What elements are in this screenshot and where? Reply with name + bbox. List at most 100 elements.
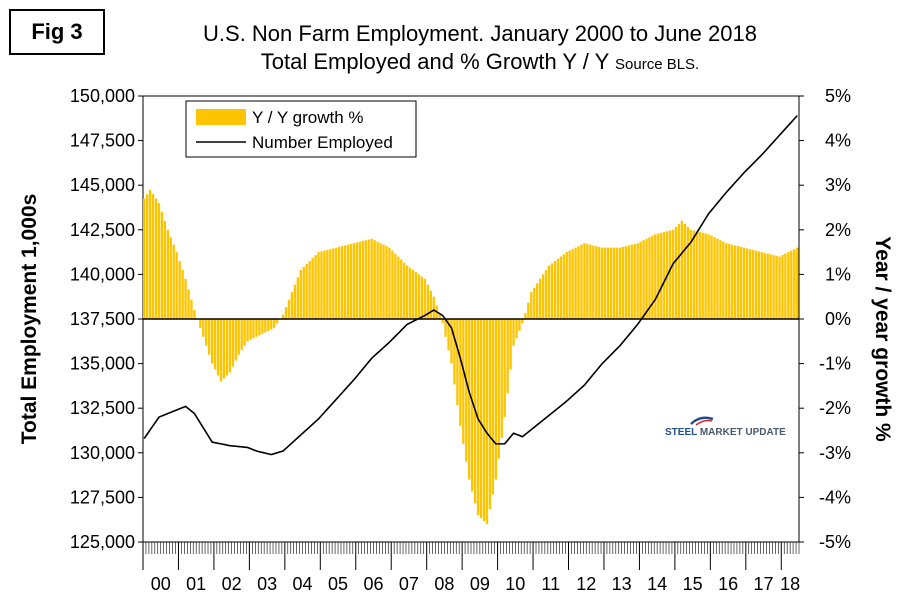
right-tick-label: -3% [819,443,851,463]
growth-bar [488,319,492,510]
growth-bar [281,314,285,319]
logo-word-market-update: MARKET UPDATE [699,427,786,438]
left-tick-label: 135,000 [70,354,135,374]
growth-bar [547,265,551,319]
growth-bar [781,255,784,319]
growth-bar [193,310,196,319]
growth-bar [429,290,432,319]
growth-bar [332,248,335,319]
growth-bar [627,245,630,319]
growth-bar [500,319,503,438]
growth-bar [314,255,317,319]
growth-bar [677,223,681,319]
growth-bar [713,237,716,319]
growth-bar [237,319,240,355]
growth-bar [736,246,740,319]
growth-bar [349,243,353,319]
growth-bar [228,319,232,373]
growth-bar [784,253,787,319]
growth-bar [742,247,746,319]
growth-bar [305,263,308,319]
right-tick-label: 0% [825,309,851,329]
growth-bar [317,252,320,319]
right-tick-label: -4% [819,487,851,507]
growth-bar [512,319,515,346]
growth-bar [175,252,178,319]
growth-bar [205,319,208,346]
growth-bar [589,244,592,319]
x-tick-label: 13 [612,574,632,594]
growth-bar [465,319,468,462]
growth-bar [651,235,654,319]
growth-bar [172,244,175,319]
growth-bar [524,313,527,319]
growth-bar [695,231,698,319]
x-tick-label: 14 [647,574,667,594]
growth-bar [231,319,235,367]
growth-bar [568,250,571,319]
right-axis: -5% -4% -3% -2% -1% 0% 1% 2% 3% 4% 5% [799,86,851,552]
growth-bar [603,247,607,319]
growth-bar [199,319,202,328]
growth-bar [323,250,326,319]
growth-bar [414,272,418,319]
growth-bar [471,319,474,492]
growth-bar [459,319,462,427]
growth-bar [766,253,769,319]
growth-bar [432,296,435,319]
growth-bar [462,319,465,444]
growth-bar [642,240,645,319]
growth-bar [394,253,397,319]
x-tick-label: 00 [151,574,171,594]
growth-bar [450,319,453,364]
growth-bar [763,252,766,319]
left-tick-label: 140,000 [70,264,135,284]
growth-bar [609,247,613,319]
growth-bar [252,319,255,339]
growth-bar [787,252,790,319]
growth-bar [689,229,693,319]
growth-bar [270,319,273,330]
growth-bar [376,241,379,319]
left-tick-label: 137,500 [70,309,135,329]
growth-bar [739,246,743,319]
growth-bar [468,319,471,480]
growth-bar [249,319,252,340]
growth-bar [388,247,391,319]
growth-bar [491,319,495,495]
growth-bar [145,194,149,319]
growth-bar [258,319,261,336]
growth-bar [515,319,518,339]
growth-bar [320,251,323,319]
logo-swoosh-icon [690,416,714,426]
right-tick-label: 5% [825,86,851,106]
growth-bar [577,246,580,319]
growth-bar [456,319,459,406]
growth-bars [143,189,799,525]
growth-bar [633,243,636,319]
legend-swatch-growth [196,109,246,125]
growth-bar [533,287,536,319]
x-tick-label: 04 [293,574,313,594]
growth-bar [163,220,167,319]
growth-bar [290,292,294,319]
growth-bar [287,299,291,319]
x-tick-label: 03 [257,574,277,594]
growth-bar [716,238,719,319]
growth-bar [373,240,376,319]
left-tick-label: 132,500 [70,398,135,418]
chart-subtitle: Total Employed and % Growth Y / Y Source… [160,49,800,75]
growth-bar [148,189,152,319]
x-tick-label: 09 [470,574,490,594]
growth-bar [559,256,563,319]
growth-bar [553,261,557,319]
growth-bar [329,249,332,319]
growth-bar [778,256,781,319]
growth-bar [178,261,181,319]
figure-badge: Fig 3 [9,9,105,55]
growth-bar [725,243,728,319]
growth-bar [621,246,625,319]
legend-label-growth: Y / Y growth % [252,108,364,127]
growth-bar [580,244,583,319]
growth-bar [225,319,229,376]
